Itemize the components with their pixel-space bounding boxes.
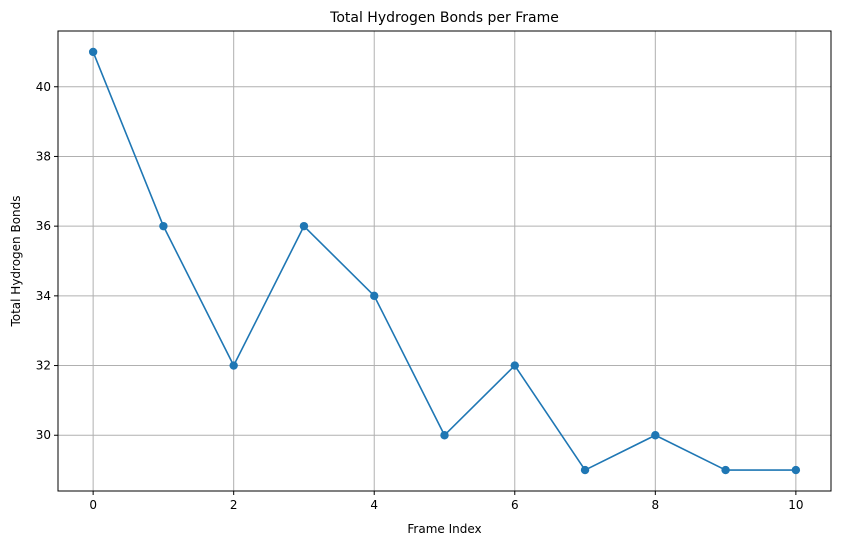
chart-title: Total Hydrogen Bonds per Frame [329,10,559,26]
series [88,47,801,475]
data-point [651,431,660,440]
ticks: 0 2 4 6 8 10 30 32 34 36 38 40 [36,80,804,512]
data-point [229,361,238,370]
y-tick-label: 38 [36,149,51,163]
x-tick-label: 2 [230,498,238,512]
y-tick-label: 40 [36,80,51,94]
x-tick-label: 8 [651,498,659,512]
y-tick-label: 36 [36,219,51,233]
y-tick-label: 34 [36,289,51,303]
y-axis-label: Total Hydrogen Bonds [9,195,23,327]
x-tick-label: 4 [370,498,378,512]
data-point [299,221,309,231]
x-axis-label: Frame Index [407,522,481,536]
data-point [791,465,801,475]
data-point [159,221,168,231]
x-tick-label: 6 [511,498,519,512]
series-line [92,51,796,471]
data-point [580,465,590,475]
axes-frame [57,30,832,492]
data-point [370,291,379,301]
grid [58,31,831,491]
data-point [440,431,449,440]
data-point [721,465,730,475]
plot-frame [57,30,832,492]
y-tick-label: 30 [36,428,51,442]
data-point [510,361,519,370]
data-point [88,47,98,57]
x-tick-label: 0 [89,498,97,512]
y-tick-label: 32 [36,359,51,373]
x-tick-label: 10 [788,498,803,512]
